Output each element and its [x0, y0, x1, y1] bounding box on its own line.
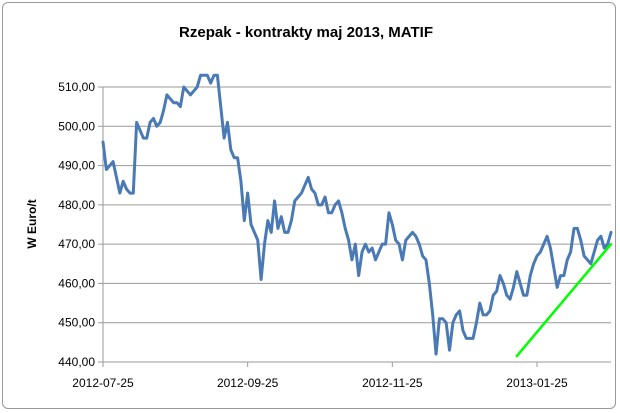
gridlines [98, 86, 611, 367]
x-tick-label: 2012-11-25 [362, 376, 423, 390]
x-tick-label: 2012-07-25 [72, 376, 134, 390]
y-tick-label: 510,00 [58, 80, 95, 94]
chart-title: Rzepak - kontrakty maj 2013, MATIF [179, 24, 433, 41]
x-tick-label: 2013-01-25 [506, 376, 568, 390]
y-tick-label: 450,00 [58, 316, 95, 330]
y-tick-labels: 440,00 450,00 460,00 470,00 480,00 490,00 500,… [58, 80, 95, 369]
trend-line [515, 242, 613, 358]
y-tick-label: 470,00 [58, 237, 95, 251]
chart-frame [2, 2, 616, 409]
y-tick-label: 480,00 [58, 198, 95, 212]
x-tick-labels: 2012-07-25 2012-09-25 2012-11-25 2013-01-25 [72, 376, 568, 390]
y-axis-label: W Euro/t [25, 199, 39, 248]
x-tick-label: 2012-09-25 [217, 376, 279, 390]
y-tick-label: 440,00 [58, 355, 95, 369]
y-tick-label: 490,00 [58, 159, 95, 173]
price-series-line [101, 73, 613, 356]
plot-area [101, 73, 613, 358]
y-tick-label: 460,00 [58, 276, 95, 290]
y-tick-label: 500,00 [58, 119, 95, 133]
